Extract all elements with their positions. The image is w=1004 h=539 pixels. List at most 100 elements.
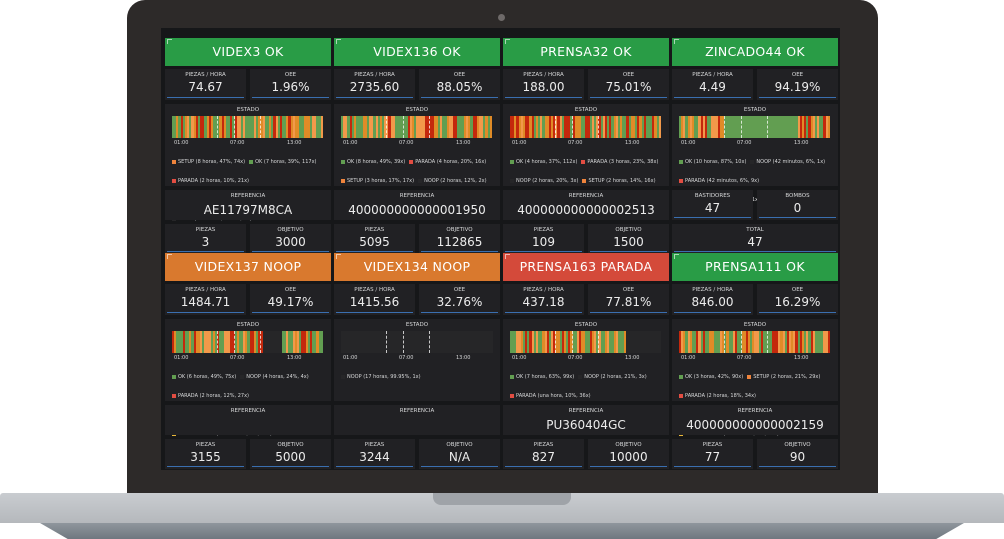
legend-item[interactable]: PARADA (4 horas, 20%, 16x) <box>409 159 486 167</box>
legend-item[interactable]: NOOP (2 horas, 20%, 3x) <box>510 178 578 186</box>
timeline-segment <box>297 331 300 353</box>
piezas-panel-label: PIEZAS <box>533 442 554 448</box>
legend-item[interactable]: SETUP (2 horas, 21%, 29x) <box>747 374 820 382</box>
legend-swatch <box>172 393 176 398</box>
timeline-segment <box>544 331 547 353</box>
timeline-segment <box>561 331 564 353</box>
corner-icon <box>505 254 510 259</box>
timeline-marker <box>572 116 573 138</box>
piezas-hora-panel: PIEZAS / HORA 4.49 <box>672 69 753 100</box>
legend-item[interactable]: NOOP (17 horas, 99.95%, 1x) <box>341 374 421 382</box>
timeline-segment <box>574 116 577 138</box>
legend-item[interactable]: OK (7 horas, 39%, 117x) <box>249 159 316 167</box>
bastidores-panel: BASTIDORES 47 <box>672 190 753 220</box>
legend-item[interactable]: NOOP (2 horas, 12%, 2x) <box>418 178 487 186</box>
timeline-tick: 13:00 <box>456 355 471 361</box>
legend-item[interactable]: SETUP (8 horas, 47%, 74x) <box>172 159 245 167</box>
legend-item[interactable]: PARADA (3 horas, 23%, 38x) <box>581 159 658 167</box>
legend-item[interactable]: OK (6 horas, 49%, 75x) <box>172 374 236 382</box>
machine-status-header[interactable]: VIDEX137 NOOP <box>165 253 331 281</box>
legend-item[interactable]: PARADA (2 horas, 10%, 21x) <box>172 178 249 186</box>
legend-item[interactable]: NOOP (42 minutos, 6%, 1x) <box>750 159 825 167</box>
timeline-segment <box>217 331 220 353</box>
legend-item[interactable]: PARADA (42 minutos, 6%, 9x) <box>679 178 759 186</box>
timeline-segment <box>410 116 413 138</box>
objetivo-panel-label: OBJETIVO <box>446 227 473 233</box>
legend-item[interactable]: PARADA (una hora, 10%, 36x) <box>510 393 591 401</box>
machine-status-header[interactable]: PRENSA32 OK <box>503 38 669 66</box>
legend-item[interactable]: SETUP (3 horas, 17%, 17x) <box>341 178 414 186</box>
legend-item[interactable]: OK (4 horas, 37%, 112x) <box>510 159 577 167</box>
oee-panel: OEE 16.29% <box>757 284 838 315</box>
legend-item[interactable]: OK (8 horas, 49%, 39x) <box>341 159 405 167</box>
timeline-segment <box>679 116 682 138</box>
objetivo-panel-value: 3000 <box>275 235 306 249</box>
oee-panel-label: OEE <box>622 287 635 293</box>
machine-status-header[interactable]: ZINCADO44 OK <box>672 38 838 66</box>
oee-panel-value: 32.76% <box>436 295 483 309</box>
timeline-segment <box>613 331 616 353</box>
legend-item[interactable]: PARADA (2 horas, 12%, 27x) <box>172 393 249 401</box>
machine-status-header[interactable]: PRENSA111 OK <box>672 253 838 281</box>
estado-timeline[interactable] <box>679 116 831 138</box>
legend-swatch <box>172 374 176 379</box>
legend-item[interactable]: NOOP (2 horas, 21%, 3x) <box>578 374 647 382</box>
estado-timeline[interactable] <box>341 331 493 353</box>
timeline-segment <box>412 116 415 138</box>
legend-item[interactable]: OK (7 horas, 63%, 99x) <box>510 374 574 382</box>
piezas-panel-value: 3244 <box>359 450 390 464</box>
estado-timeline[interactable] <box>341 116 493 138</box>
timeline-segment <box>260 116 263 138</box>
legend-item[interactable]: PARADA (2 horas, 18%, 34x) <box>679 393 756 401</box>
timeline-segment <box>343 116 346 138</box>
timeline-segment <box>784 331 787 353</box>
estado-timeline[interactable] <box>510 331 662 353</box>
timeline-segment <box>760 331 764 353</box>
timeline-segment <box>264 116 267 138</box>
legend-item[interactable]: SETUP (2 horas, 14%, 16x) <box>582 178 656 186</box>
estado-timeline[interactable] <box>510 116 662 138</box>
objetivo-panel-label: OBJETIVO <box>615 442 642 448</box>
timeline-segment <box>709 116 712 138</box>
timeline-segment <box>683 331 686 353</box>
timeline-segment <box>696 116 699 138</box>
timeline-segment <box>570 331 573 353</box>
machine-title: VIDEX136 OK <box>373 44 461 59</box>
timeline-segment <box>345 116 348 138</box>
estado-timeline[interactable] <box>679 331 831 353</box>
timeline-segment <box>579 116 582 138</box>
timeline-segment <box>602 116 605 138</box>
legend-item[interactable]: OK (10 horas, 87%, 10x) <box>679 159 746 167</box>
machine-title: VIDEX134 NOOP <box>363 259 471 274</box>
legend-swatch <box>510 178 514 183</box>
machine-status-header[interactable]: VIDEX136 OK <box>334 38 500 66</box>
timeline-segment <box>202 331 205 353</box>
legend-item[interactable]: NOOP (4 horas, 24%, 4x) <box>240 374 309 382</box>
legend-swatch <box>341 159 345 164</box>
objetivo-panel: OBJETIVO 10000 <box>588 439 669 469</box>
oee-panel-value: 49.17% <box>267 295 314 309</box>
timeline-segment <box>776 116 779 138</box>
machine-status-header[interactable]: VIDEX134 NOOP <box>334 253 500 281</box>
timeline-segment <box>553 331 556 353</box>
timeline-axis: 01:00 07:00 13:00 <box>341 140 493 147</box>
legend-item[interactable]: OK (3 horas, 42%, 90x) <box>679 374 743 382</box>
laptop-notch <box>433 493 571 505</box>
timeline-segment <box>459 116 462 138</box>
timeline-segment <box>596 331 599 353</box>
timeline-segment <box>405 116 408 138</box>
oee-panel: OEE 1.96% <box>250 69 331 100</box>
timeline-segment <box>182 116 185 138</box>
machine-status-header[interactable]: PRENSA163 PARADA <box>503 253 669 281</box>
timeline-segment <box>195 116 198 138</box>
timeline-segment <box>750 116 753 138</box>
piezas-hora-panel-value: 1484.71 <box>180 295 231 309</box>
timeline-segment <box>771 116 774 138</box>
machine-status-header[interactable]: VIDEX3 OK <box>165 38 331 66</box>
timeline-segment <box>827 116 830 138</box>
estado-timeline[interactable] <box>172 116 324 138</box>
oee-panel-label: OEE <box>791 72 804 78</box>
timeline-segment <box>763 331 766 353</box>
estado-timeline[interactable] <box>172 331 324 353</box>
timeline-segment <box>628 331 631 353</box>
